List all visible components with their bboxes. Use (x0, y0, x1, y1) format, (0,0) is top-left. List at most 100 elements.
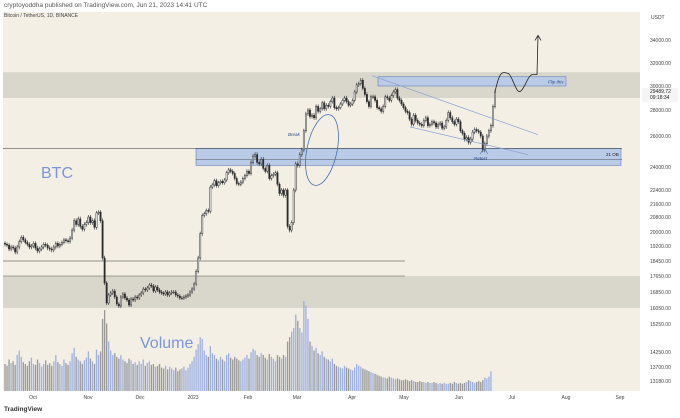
candle-body (449, 112, 452, 119)
candle-body (272, 173, 275, 176)
ticker-label: BTC (41, 165, 73, 182)
candle-body (347, 101, 350, 106)
volume-bar (57, 362, 59, 391)
volume-bar (427, 382, 429, 391)
tradingview-logo[interactable]: TradingView (4, 406, 42, 413)
volume-bar (95, 349, 98, 391)
candle-body (382, 106, 385, 112)
volume-bar (252, 348, 254, 391)
volume-bar (150, 364, 153, 391)
candle-body (223, 179, 226, 184)
candle-body (213, 180, 216, 186)
candle-body (235, 178, 238, 184)
candle-body (178, 295, 181, 299)
candle-body (128, 299, 130, 306)
volume-bar (187, 367, 189, 391)
volume-bar (451, 383, 453, 391)
volume-bar (419, 381, 421, 391)
candle-body (408, 112, 411, 120)
volume-bar (286, 341, 289, 391)
candle-body (138, 294, 141, 299)
volume-bar (437, 383, 439, 391)
candle-body (248, 171, 250, 174)
candle-body (374, 96, 376, 101)
candle-body (239, 181, 242, 185)
volume-bar (423, 382, 425, 391)
y-tick-label: 22400.00 (650, 188, 671, 194)
candle-body (323, 102, 326, 110)
candle-body (494, 91, 496, 107)
volume-bar (250, 352, 252, 391)
volume-bar (482, 380, 484, 391)
volume-bar (156, 365, 159, 391)
volume-bar (38, 363, 41, 391)
volume-bar (396, 378, 399, 391)
volume-bar (380, 376, 382, 391)
upper-trend-line (371, 75, 539, 136)
candle-body (158, 289, 161, 293)
volume-bar (384, 377, 386, 391)
candle-body (183, 296, 185, 299)
candle-body (435, 122, 437, 128)
candle-body (412, 114, 415, 125)
volume-bar (99, 351, 102, 391)
candle-body (333, 97, 336, 108)
candle-body (109, 292, 112, 296)
volume-bar (356, 364, 358, 391)
publish-line: cryptoyoddha published on TradingView.co… (4, 2, 208, 9)
candle-body (353, 91, 356, 101)
candle-body (63, 239, 65, 243)
volume-bar (152, 364, 155, 391)
volume-bar (315, 347, 317, 391)
candle-body (429, 124, 431, 126)
candle-body (368, 101, 370, 107)
candle-body (83, 224, 86, 230)
candle-body (124, 293, 126, 299)
candle-body (56, 243, 59, 247)
volume-bar (360, 366, 362, 391)
x-tick-label: Feb (244, 395, 253, 401)
x-tick-label: Oct (29, 395, 37, 401)
candle-body (357, 83, 360, 86)
candle-body (266, 165, 269, 172)
volume-bar (329, 361, 331, 391)
candle-body (85, 222, 88, 225)
volume-bar (333, 364, 336, 391)
volume-bar (305, 305, 307, 391)
candle-body (164, 291, 167, 295)
y-tick-label: 13180.00 (650, 379, 671, 385)
volume-bar (366, 370, 368, 391)
volume-bar (293, 328, 295, 391)
volume-bar (270, 356, 273, 391)
candle-body (217, 182, 220, 186)
candle-body (65, 239, 67, 241)
candle-body (339, 103, 342, 108)
candle-body (359, 80, 362, 84)
candle-body (93, 220, 96, 228)
volume-bar (126, 363, 128, 391)
y-tick-label: 21600.00 (650, 202, 671, 208)
candle-body (457, 118, 460, 122)
y-tick-label: 18450.00 (650, 259, 671, 265)
volume-bar (183, 366, 185, 391)
x-tick-label: Sep (616, 395, 625, 401)
volume-bar (211, 353, 214, 391)
candle-body (237, 183, 240, 185)
volume-bar (313, 350, 315, 391)
volume-bar (67, 364, 69, 391)
volume-bar (69, 361, 71, 391)
volume-bar (335, 365, 338, 391)
candle-body (256, 154, 259, 163)
y-tick-label: 20000.00 (650, 230, 671, 236)
volume-bar (207, 356, 209, 391)
volume-bar (51, 365, 53, 391)
volume-bar (154, 366, 157, 391)
candle-body (335, 107, 338, 110)
candle-body (292, 189, 295, 223)
candle-body (221, 181, 224, 184)
last-price-label: 29489.72 (650, 89, 671, 95)
candle-body (26, 242, 29, 245)
candle-body (345, 97, 348, 102)
volume-bar (73, 347, 75, 391)
